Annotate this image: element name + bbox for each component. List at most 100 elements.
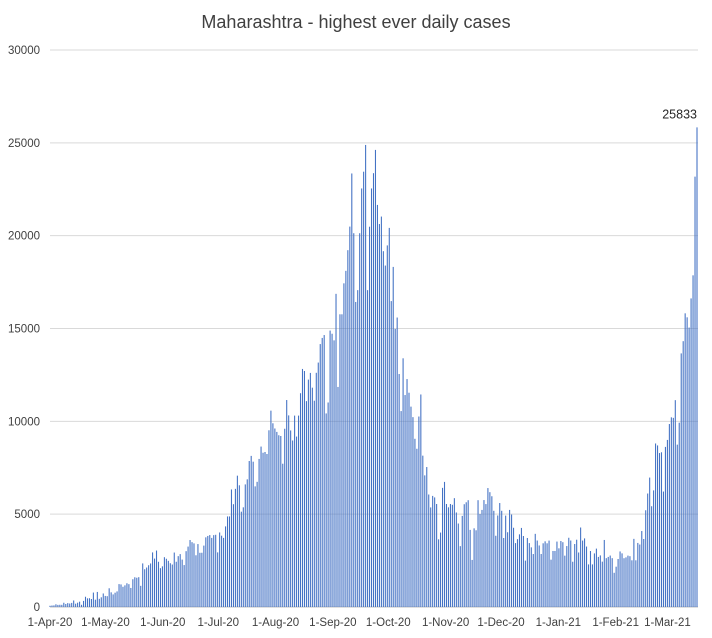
bar <box>682 341 684 607</box>
bar <box>122 586 124 607</box>
bar <box>226 516 229 607</box>
bar <box>619 551 621 607</box>
bar <box>299 393 302 607</box>
bar <box>138 577 140 607</box>
bar <box>440 532 442 607</box>
bar <box>629 556 631 607</box>
bar <box>621 553 623 607</box>
bar <box>599 555 601 607</box>
bar <box>335 293 337 607</box>
bar <box>361 188 363 607</box>
bar <box>580 527 582 607</box>
bar <box>157 561 160 607</box>
bar <box>694 176 696 607</box>
bar <box>412 417 414 607</box>
bar <box>169 563 171 607</box>
bar <box>230 489 233 607</box>
bar <box>556 541 558 607</box>
x-tick-label: 1-Aug-20 <box>252 617 299 629</box>
bar <box>118 584 120 607</box>
bar <box>467 500 469 607</box>
bar <box>63 602 65 607</box>
bar <box>67 603 69 607</box>
bar <box>296 436 298 607</box>
bar <box>345 270 347 607</box>
bar <box>674 400 676 607</box>
bar <box>303 370 305 607</box>
bar <box>548 540 550 607</box>
bar <box>607 556 609 607</box>
bar <box>633 538 635 607</box>
bar <box>73 600 75 607</box>
bar <box>144 569 146 607</box>
bar <box>526 537 528 607</box>
bar <box>505 515 507 607</box>
bar <box>455 512 457 607</box>
bar <box>463 504 465 607</box>
bar <box>639 544 641 607</box>
bar <box>136 577 138 607</box>
bar <box>88 598 90 607</box>
x-tick-label: 1-Jan-21 <box>536 617 581 629</box>
bar <box>384 265 386 607</box>
bar <box>487 488 489 607</box>
bar <box>341 314 343 607</box>
bar <box>449 503 451 607</box>
bar <box>613 572 615 607</box>
bar <box>173 552 175 607</box>
bar <box>252 461 254 607</box>
chart-title: Maharashtra - highest ever daily cases <box>201 12 510 32</box>
bar <box>292 440 294 607</box>
bar <box>647 493 649 607</box>
bar <box>148 565 150 607</box>
bar <box>591 564 593 607</box>
y-tick-label: 0 <box>34 602 40 614</box>
bar <box>623 558 625 607</box>
bar <box>86 598 89 607</box>
bar <box>390 301 392 607</box>
bar <box>568 537 570 607</box>
bar <box>615 566 617 607</box>
x-tick-label: 1-Mar-21 <box>644 617 691 629</box>
bar-series <box>49 127 698 608</box>
bar <box>372 173 375 607</box>
bar <box>386 245 388 607</box>
y-axis-tick-labels: 0 5000 10000 15000 20000 25000 30000 <box>8 45 40 614</box>
bar <box>544 541 546 607</box>
bar <box>177 556 179 607</box>
bar <box>359 233 361 608</box>
bar <box>140 585 142 607</box>
bar <box>353 233 355 608</box>
bar <box>670 417 672 607</box>
bar <box>365 144 367 607</box>
bar <box>321 337 323 607</box>
bar <box>605 558 607 607</box>
bar <box>392 266 394 607</box>
x-tick-label: 1-May-20 <box>81 617 130 629</box>
y-tick-label: 30000 <box>8 45 40 57</box>
bar <box>477 500 479 607</box>
bar <box>349 226 351 607</box>
bar <box>406 379 408 607</box>
bar <box>232 504 234 607</box>
bar <box>79 601 81 607</box>
bar <box>92 592 94 607</box>
bar <box>134 577 136 607</box>
bar <box>128 584 130 607</box>
bar <box>159 568 161 607</box>
bar <box>207 535 209 607</box>
bar <box>262 452 264 607</box>
bar <box>578 552 580 607</box>
bar <box>546 543 548 607</box>
bar <box>576 539 578 607</box>
bar <box>402 358 404 607</box>
peak-value-label: 25833 <box>662 107 697 121</box>
bar <box>483 500 485 607</box>
bar <box>473 528 475 607</box>
bar <box>201 552 203 607</box>
bar <box>653 490 655 607</box>
bar <box>234 488 236 607</box>
bar <box>660 452 663 607</box>
bar <box>217 552 219 607</box>
bar <box>398 374 400 607</box>
